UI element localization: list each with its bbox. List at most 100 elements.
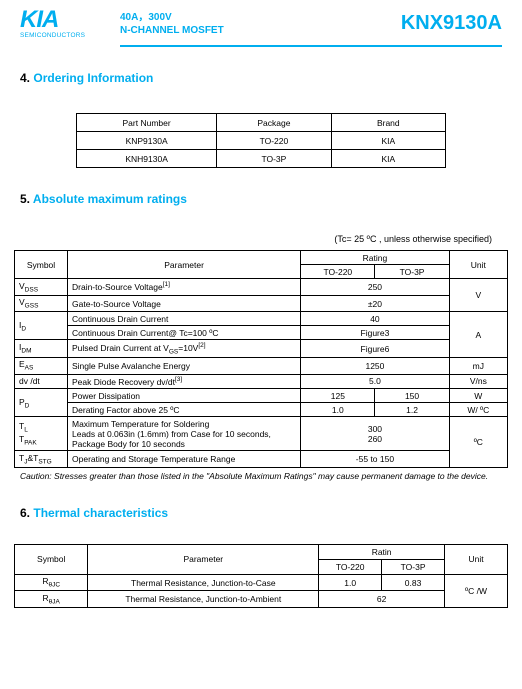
cell-parameter: Power Dissipation xyxy=(68,389,301,403)
ratings-table: Symbol Parameter Rating Unit TO-220 TO-3… xyxy=(14,250,508,468)
table-row: PDPower Dissipation125150W xyxy=(15,389,508,403)
cell-rating: ±20 xyxy=(301,295,449,312)
col-rating: Ratin xyxy=(319,544,445,559)
col-unit: Unit xyxy=(449,251,507,279)
cell-rating: 62 xyxy=(319,591,445,608)
cell-rating: -55 to 150 xyxy=(301,451,449,468)
cell-rating: Figure6 xyxy=(301,340,449,358)
caution-note: Caution: Stresses greater than those lis… xyxy=(0,468,522,482)
cell-unit: ºC xyxy=(449,417,507,468)
cell-rating: 40 xyxy=(301,312,449,326)
cell-rating: 300260 xyxy=(301,417,449,451)
table-row: TLTPAKMaximum Temperature for SolderingL… xyxy=(15,417,508,451)
cell-parameter: Operating and Storage Temperature Range xyxy=(68,451,301,468)
section-6-num: 6. xyxy=(20,506,30,520)
cell-rating-to220: 125 xyxy=(301,389,375,403)
cell: KIA xyxy=(331,132,445,150)
col-parameter: Parameter xyxy=(88,544,319,574)
cell-rating-to3p: 1.2 xyxy=(375,403,449,417)
cell-rating: 250 xyxy=(301,279,449,296)
logo-main: KIA xyxy=(20,8,120,32)
cell-rating: Figure3 xyxy=(301,326,449,340)
cell-parameter: Derating Factor above 25 ºC xyxy=(68,403,301,417)
cell-parameter: Single Pulse Avalanche Energy xyxy=(68,357,301,374)
table-row: VGSSGate-to-Source Voltage±20 xyxy=(15,295,508,312)
cell: KNH9130A xyxy=(77,150,217,168)
col-to3p: TO-3P xyxy=(382,559,445,574)
table-row: IDContinuous Drain Current40A xyxy=(15,312,508,326)
cell-symbol: VGSS xyxy=(15,295,68,312)
table-header-row: Symbol Parameter Ratin Unit xyxy=(15,544,508,559)
cell-rating: 5.0 xyxy=(301,374,449,389)
cell-symbol: TJ&TSTG xyxy=(15,451,68,468)
tc-note: (Tc= 25 ºC , unless otherwise specified) xyxy=(0,216,522,250)
cell-rating-to220: 1.0 xyxy=(319,574,382,591)
header-subtitle-line1: 40A，300V xyxy=(120,12,401,25)
table-row: KNP9130A TO-220 KIA xyxy=(77,132,446,150)
section-4-title: 4. Ordering Information xyxy=(0,47,522,95)
cell-symbol: TLTPAK xyxy=(15,417,68,451)
cell-parameter: Thermal Resistance, Junction-to-Case xyxy=(88,574,319,591)
col-to3p: TO-3P xyxy=(375,265,449,279)
logo-sub: SEMICONDUCTORS xyxy=(20,32,120,39)
section-5-num: 5. xyxy=(20,192,30,206)
col-rating: Rating xyxy=(301,251,449,265)
cell-unit: V/ns xyxy=(449,374,507,389)
table-row: IDMPulsed Drain Current at VGS=10V[2]Fig… xyxy=(15,340,508,358)
table-row: dv /dtPeak Diode Recovery dv/dt[3]5.0V/n… xyxy=(15,374,508,389)
table-row: KNH9130A TO-3P KIA xyxy=(77,150,446,168)
cell-symbol: ID xyxy=(15,312,68,340)
cell-symbol: PD xyxy=(15,389,68,417)
cell-parameter: Continuous Drain Current xyxy=(68,312,301,326)
table-row: RθJCThermal Resistance, Junction-to-Case… xyxy=(15,574,508,591)
cell-parameter: Maximum Temperature for SolderingLeads a… xyxy=(68,417,301,451)
cell-symbol: RθJA xyxy=(15,591,88,608)
col-symbol: Symbol xyxy=(15,251,68,279)
col-symbol: Symbol xyxy=(15,544,88,574)
table-row: RθJAThermal Resistance, Junction-to-Ambi… xyxy=(15,591,508,608)
table-row: Derating Factor above 25 ºC1.01.2W/ ºC xyxy=(15,403,508,417)
section-6-title: 6. Thermal characteristics xyxy=(0,482,522,530)
cell: KNP9130A xyxy=(77,132,217,150)
cell-unit: V xyxy=(449,279,507,312)
table-row: TJ&TSTGOperating and Storage Temperature… xyxy=(15,451,508,468)
section-4-num: 4. xyxy=(20,71,30,85)
cell: TO-3P xyxy=(217,150,331,168)
ordering-table: Part Number Package Brand KNP9130A TO-22… xyxy=(76,113,446,168)
table-header-row: Part Number Package Brand xyxy=(77,114,446,132)
col-to220: TO-220 xyxy=(319,559,382,574)
cell-rating-to3p: 150 xyxy=(375,389,449,403)
cell-rating-to3p: 0.83 xyxy=(382,574,445,591)
table-header-row: Symbol Parameter Rating Unit xyxy=(15,251,508,265)
header-subtitle-line2: N-CHANNEL MOSFET xyxy=(120,25,401,38)
section-6-label: Thermal characteristics xyxy=(33,506,168,520)
table-row: VDSSDrain-to-Source Voltage[1]250V xyxy=(15,279,508,296)
cell-parameter: Drain-to-Source Voltage[1] xyxy=(68,279,301,296)
cell-parameter: Pulsed Drain Current at VGS=10V[2] xyxy=(68,340,301,358)
cell-unit: W xyxy=(449,389,507,403)
col-parameter: Parameter xyxy=(68,251,301,279)
cell-unit: W/ ºC xyxy=(449,403,507,417)
thermal-table: Symbol Parameter Ratin Unit TO-220 TO-3P… xyxy=(14,544,508,608)
col-to220: TO-220 xyxy=(301,265,375,279)
cell-unit: ºC /W xyxy=(445,574,508,607)
section-5-label: Absolute maximum ratings xyxy=(33,192,187,206)
col-part-number: Part Number xyxy=(77,114,217,132)
header-part-number: KNX9130A xyxy=(401,8,502,35)
cell: KIA xyxy=(331,150,445,168)
section-4-label: Ordering Information xyxy=(33,71,153,85)
cell-rating: 1250 xyxy=(301,357,449,374)
datasheet-header: KIA SEMICONDUCTORS 40A，300V N-CHANNEL MO… xyxy=(0,0,522,43)
cell-unit: mJ xyxy=(449,357,507,374)
table-row: Continuous Drain Current@ Tc=100 ºCFigur… xyxy=(15,326,508,340)
table-row: EASSingle Pulse Avalanche Energy1250mJ xyxy=(15,357,508,374)
col-unit: Unit xyxy=(445,544,508,574)
cell-parameter: Gate-to-Source Voltage xyxy=(68,295,301,312)
col-package: Package xyxy=(217,114,331,132)
cell-unit: A xyxy=(449,312,507,358)
cell-symbol: EAS xyxy=(15,357,68,374)
cell-rating-to220: 1.0 xyxy=(301,403,375,417)
col-brand: Brand xyxy=(331,114,445,132)
header-subtitle: 40A，300V N-CHANNEL MOSFET xyxy=(120,8,401,37)
cell: TO-220 xyxy=(217,132,331,150)
